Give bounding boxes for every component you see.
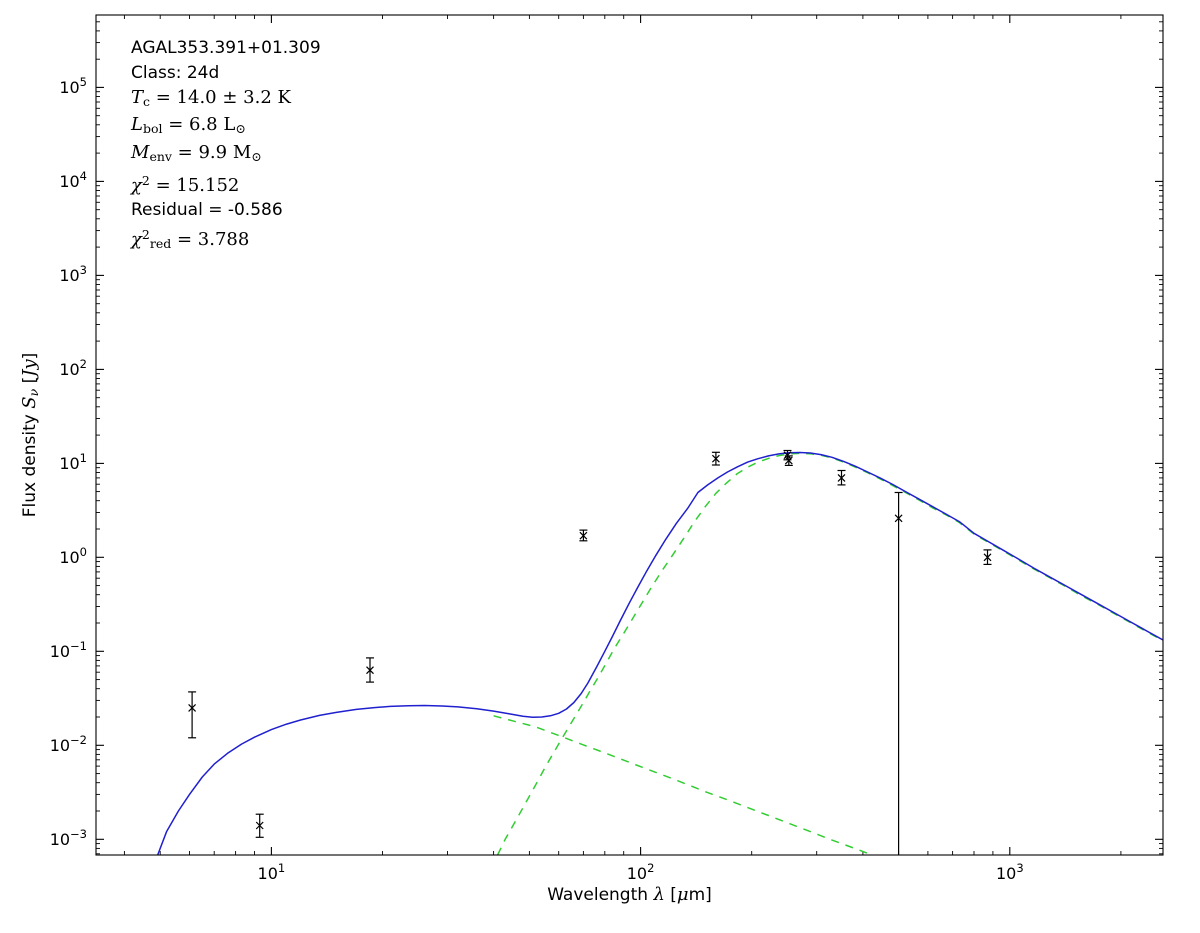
text-segment: ⊙	[235, 121, 246, 137]
text-segment: λ	[653, 884, 665, 905]
text-segment: ⊙	[251, 149, 262, 165]
y-tick-label: 10−1	[50, 639, 87, 661]
data-point	[711, 451, 720, 466]
text-segment: M	[131, 142, 150, 164]
text-segment: env	[149, 149, 172, 165]
minor-ticks	[96, 15, 1163, 855]
text-segment: ]	[20, 352, 40, 360]
text-segment: AGAL353.391+01.309	[131, 38, 321, 58]
y-tick-label: 102	[59, 357, 87, 379]
text-segment: χ	[131, 228, 142, 250]
y-tick-label: 10−2	[50, 733, 87, 755]
data-point	[366, 657, 374, 683]
data-point	[579, 529, 588, 542]
text-segment: [	[20, 376, 40, 389]
annotation-line: Class: 24d	[131, 61, 321, 86]
series-cold-component	[496, 452, 1163, 855]
annotation-line: Tc = 14.0 ± 3.2 K	[131, 86, 321, 114]
data-point	[837, 469, 846, 486]
annotation-line: Menv = 9.9 M⊙	[131, 141, 321, 169]
x-tick-label: 101	[258, 861, 286, 883]
data-points	[188, 449, 992, 855]
tick-labels: 101 102 103 10−3 10−2 10−1 100 101 102 103 104 105	[50, 75, 1024, 883]
text-segment: = 6.8 L	[162, 114, 236, 136]
annotation-line: AGAL353.391+01.309	[131, 36, 321, 61]
text-segment: 2	[141, 226, 150, 242]
text-segment: S	[19, 396, 40, 409]
model-curves	[156, 451, 1163, 855]
text-segment: [	[664, 885, 677, 905]
series-warm-component	[493, 715, 875, 855]
text-segment: μ	[676, 884, 689, 905]
annotation-line: χ2 = 15.152	[131, 169, 321, 198]
y-tick-label: 100	[59, 545, 87, 567]
y-tick-label: 101	[59, 451, 87, 473]
text-segment: ν	[26, 388, 41, 397]
data-point	[188, 691, 197, 739]
data-point	[784, 455, 793, 466]
data-point	[894, 491, 903, 855]
annotation-line: Residual = -0.586	[131, 198, 321, 223]
text-segment: = 9.9 M	[171, 142, 252, 164]
text-segment: T	[131, 86, 144, 108]
text-segment: Wavelength	[547, 885, 654, 905]
x-axis-label: Wavelength λ [μm]	[96, 884, 1163, 905]
text-segment: Residual = -0.586	[131, 199, 283, 220]
text-segment: = 15.152	[149, 174, 240, 196]
text-segment: 2	[141, 172, 150, 188]
plot-border	[95, 14, 1164, 856]
text-segment: = 14.0 ± 3.2 K	[150, 86, 291, 108]
text-segment: L	[131, 114, 143, 136]
x-tick-label: 103	[996, 861, 1024, 883]
x-tick-label: 102	[627, 861, 655, 883]
data-point	[983, 549, 992, 566]
y-tick-label: 104	[59, 169, 87, 191]
text-segment: c	[143, 93, 151, 109]
annotation-line: Lbol = 6.8 L⊙	[131, 113, 321, 141]
text-segment: red	[149, 235, 172, 251]
annotation-line: χ2red = 3.788	[131, 223, 321, 256]
y-axis-label: Flux density Sν [Jy]	[19, 353, 41, 518]
annotation-block: AGAL353.391+01.309 Class: 24d Tc = 14.0 ± …	[131, 36, 321, 255]
text-segment: Jy	[19, 359, 40, 377]
text-segment: = 3.788	[171, 228, 250, 250]
text-segment: m]	[688, 885, 712, 905]
text-segment: Flux density	[20, 408, 40, 518]
text-segment: χ	[131, 174, 142, 196]
data-point	[255, 813, 264, 838]
major-ticks	[96, 15, 1163, 855]
y-tick-label: 103	[59, 263, 87, 285]
series-total-model	[156, 451, 1163, 855]
text-segment: Class: 24d	[131, 62, 220, 83]
y-tick-label: 105	[59, 75, 87, 97]
y-tick-label: 10−3	[50, 827, 87, 849]
text-segment: bol	[142, 121, 163, 137]
